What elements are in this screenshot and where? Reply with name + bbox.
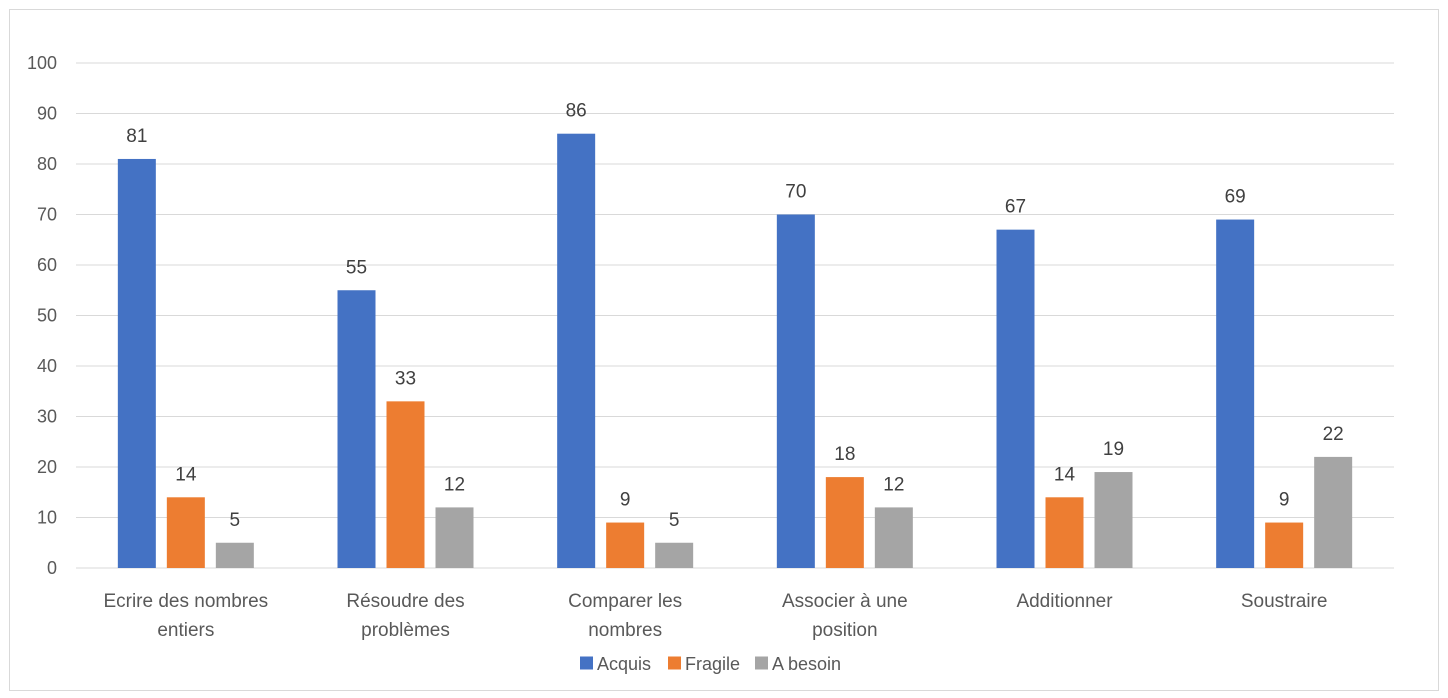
x-category-label: Additionner: [1016, 591, 1113, 612]
bar-fragile: [1045, 497, 1084, 568]
bar-a-besoin: [1314, 456, 1353, 568]
x-category-label: Associer à une position: [782, 591, 908, 641]
y-tick-label: 10: [37, 508, 57, 528]
bars: [117, 133, 1353, 569]
x-category-label: Comparer les nombres: [568, 591, 682, 641]
chart-frame: [9, 9, 1439, 691]
y-tick-label: 80: [37, 154, 57, 174]
bar-fragile: [386, 401, 425, 568]
bar-a-besoin: [1094, 472, 1133, 568]
data-label: 14: [175, 464, 197, 485]
data-label: 81: [126, 126, 147, 147]
legend-label: A besoin: [772, 654, 841, 674]
bar-a-besoin: [215, 542, 254, 568]
x-category-label: Ecrire des nombres entiers: [103, 591, 268, 641]
y-tick-label: 30: [37, 407, 57, 427]
y-tick-label: 70: [37, 205, 57, 225]
data-label: 9: [620, 490, 631, 511]
y-tick-label: 20: [37, 457, 57, 477]
data-label: 22: [1323, 424, 1344, 445]
data-label: 55: [346, 257, 367, 278]
y-tick-label: 60: [37, 255, 57, 275]
data-label: 5: [230, 510, 241, 531]
x-axis-categories: Ecrire des nombres entiers Résoudre des pro…: [103, 591, 1327, 641]
data-label: 12: [444, 474, 465, 495]
data-label: 19: [1103, 439, 1124, 460]
data-label: 86: [566, 101, 587, 122]
data-label: 12: [883, 474, 904, 495]
data-label: 70: [785, 182, 806, 203]
bar-acquis: [337, 290, 376, 568]
legend-swatch: [755, 656, 768, 670]
y-tick-label: 50: [37, 306, 57, 326]
bar-acquis: [117, 158, 156, 568]
y-axis-ticks: 0 10 20 30 40 50 60 70 80 90 100: [27, 53, 57, 578]
bar-acquis: [1216, 219, 1255, 569]
data-label: 67: [1005, 197, 1026, 218]
legend-label: Fragile: [685, 654, 740, 674]
data-label: 5: [669, 510, 680, 531]
bar-a-besoin: [655, 542, 694, 568]
bar-acquis: [776, 214, 815, 568]
bar-fragile: [166, 497, 205, 568]
y-tick-label: 100: [27, 53, 57, 73]
bar-acquis: [996, 229, 1035, 568]
y-tick-label: 90: [37, 104, 57, 124]
data-label: 9: [1279, 490, 1290, 511]
x-category-label: Soustraire: [1241, 591, 1328, 612]
legend-swatch: [668, 656, 681, 670]
data-label: 18: [834, 444, 855, 465]
legend-label: Acquis: [597, 654, 651, 674]
x-category-label: Résoudre des problèmes: [346, 591, 464, 641]
bar-fragile: [825, 477, 864, 568]
data-label: 14: [1054, 464, 1076, 485]
y-tick-label: 0: [47, 558, 57, 578]
bar-fragile: [606, 522, 645, 568]
bar-a-besoin: [874, 507, 913, 568]
gridlines: [76, 62, 1394, 569]
data-label: 69: [1225, 187, 1246, 208]
data-label: 33: [395, 368, 416, 389]
bar-fragile: [1265, 522, 1304, 568]
bar-a-besoin: [435, 507, 474, 568]
legend-swatch: [580, 656, 593, 670]
y-tick-label: 40: [37, 356, 57, 376]
bar-acquis: [557, 133, 596, 568]
legend: Acquis Fragile A besoin: [580, 654, 841, 674]
